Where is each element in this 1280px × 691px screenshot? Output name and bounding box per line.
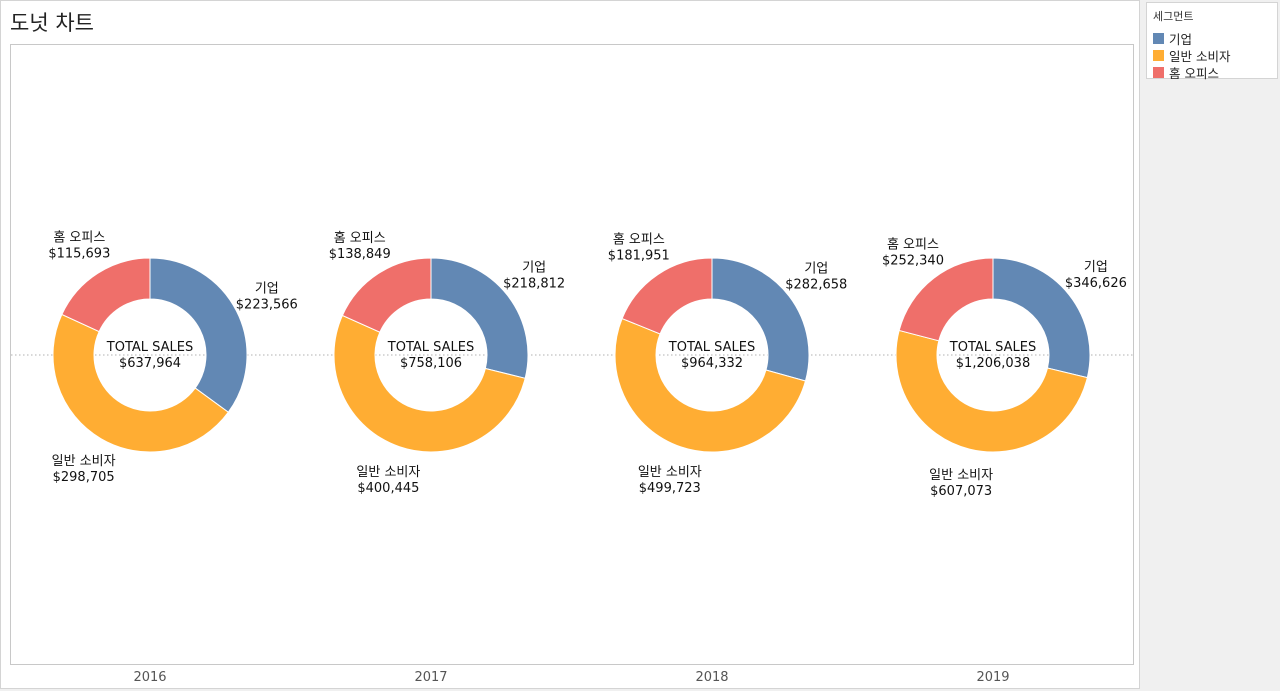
slice-name-label: 기업	[255, 282, 279, 297]
legend-title: 세그먼트	[1153, 10, 1194, 23]
total-value-label: $1,206,038	[956, 356, 1030, 371]
center-label: TOTAL SALES	[949, 340, 1036, 355]
slice-value-label: $346,626	[1065, 276, 1127, 291]
slice-name-label: 홈 오피스	[887, 237, 939, 252]
donut-slice	[341, 257, 432, 333]
slice-name-label: 일반 소비자	[52, 454, 116, 469]
legend-item[interactable]: 일반 소비자	[1153, 47, 1271, 64]
donut-slice	[895, 329, 1088, 453]
slice-name-label: 기업	[1084, 260, 1108, 275]
slice-value-label: $138,849	[329, 247, 391, 262]
slice-name-label: 홈 오피스	[53, 231, 105, 246]
center-label: TOTAL SALES	[106, 340, 193, 355]
legend-swatch	[1153, 33, 1164, 44]
slice-name-label: 기업	[522, 260, 546, 275]
center-label: TOTAL SALES	[668, 340, 755, 355]
x-axis-label: 2017	[414, 670, 447, 685]
total-value-label: $637,964	[119, 356, 181, 371]
donut-slice	[333, 314, 526, 453]
donut-slice	[430, 257, 529, 379]
slice-value-label: $298,705	[53, 470, 115, 485]
donut-slice	[52, 313, 230, 453]
x-axis-label: 2016	[133, 670, 166, 685]
legend-label: 일반 소비자	[1169, 49, 1231, 64]
donut-slice	[992, 257, 1091, 379]
donut-slice	[614, 317, 807, 453]
slice-name-label: 일반 소비자	[638, 465, 702, 480]
legend-swatch	[1153, 50, 1164, 61]
slice-name-label: 홈 오피스	[334, 231, 386, 246]
legend-swatch	[1153, 67, 1164, 78]
slice-value-label: $499,723	[639, 481, 701, 496]
slice-value-label: $218,812	[503, 276, 565, 291]
slice-name-label: 기업	[804, 262, 828, 277]
sheet-title: 도넛 차트	[10, 11, 94, 35]
donut-slice	[898, 257, 994, 342]
slice-value-label: $400,445	[357, 481, 419, 496]
x-axis-label: 2019	[976, 670, 1009, 685]
slice-name-label: 일반 소비자	[929, 468, 993, 483]
donut-slice	[621, 257, 713, 335]
dashboard: 도넛 차트 기업 $223,566 일반 소비자 $298,705 홈 오피스 $115,…	[0, 0, 1140, 689]
total-value-label: $758,106	[400, 356, 462, 371]
legend-item[interactable]: 기업	[1153, 30, 1271, 47]
total-value-label: $964,332	[681, 356, 743, 371]
slice-name-label: 홈 오피스	[613, 232, 665, 247]
legend-label: 홈 오피스	[1169, 66, 1219, 81]
slice-value-label: $607,073	[930, 484, 992, 499]
donut-slice	[711, 257, 810, 382]
slice-value-label: $252,340	[882, 253, 944, 268]
donut-slice	[149, 257, 248, 413]
legend-item[interactable]: 홈 오피스	[1153, 64, 1271, 81]
slice-value-label: $181,951	[608, 248, 670, 263]
slice-value-label: $115,693	[48, 247, 110, 262]
legend-label: 기업	[1169, 32, 1193, 47]
x-axis-label: 2018	[695, 670, 728, 685]
slice-name-label: 일반 소비자	[356, 465, 420, 480]
donut-slice	[61, 257, 151, 333]
center-label: TOTAL SALES	[387, 340, 474, 355]
slice-value-label: $282,658	[785, 278, 847, 293]
slice-value-label: $223,566	[236, 298, 298, 313]
